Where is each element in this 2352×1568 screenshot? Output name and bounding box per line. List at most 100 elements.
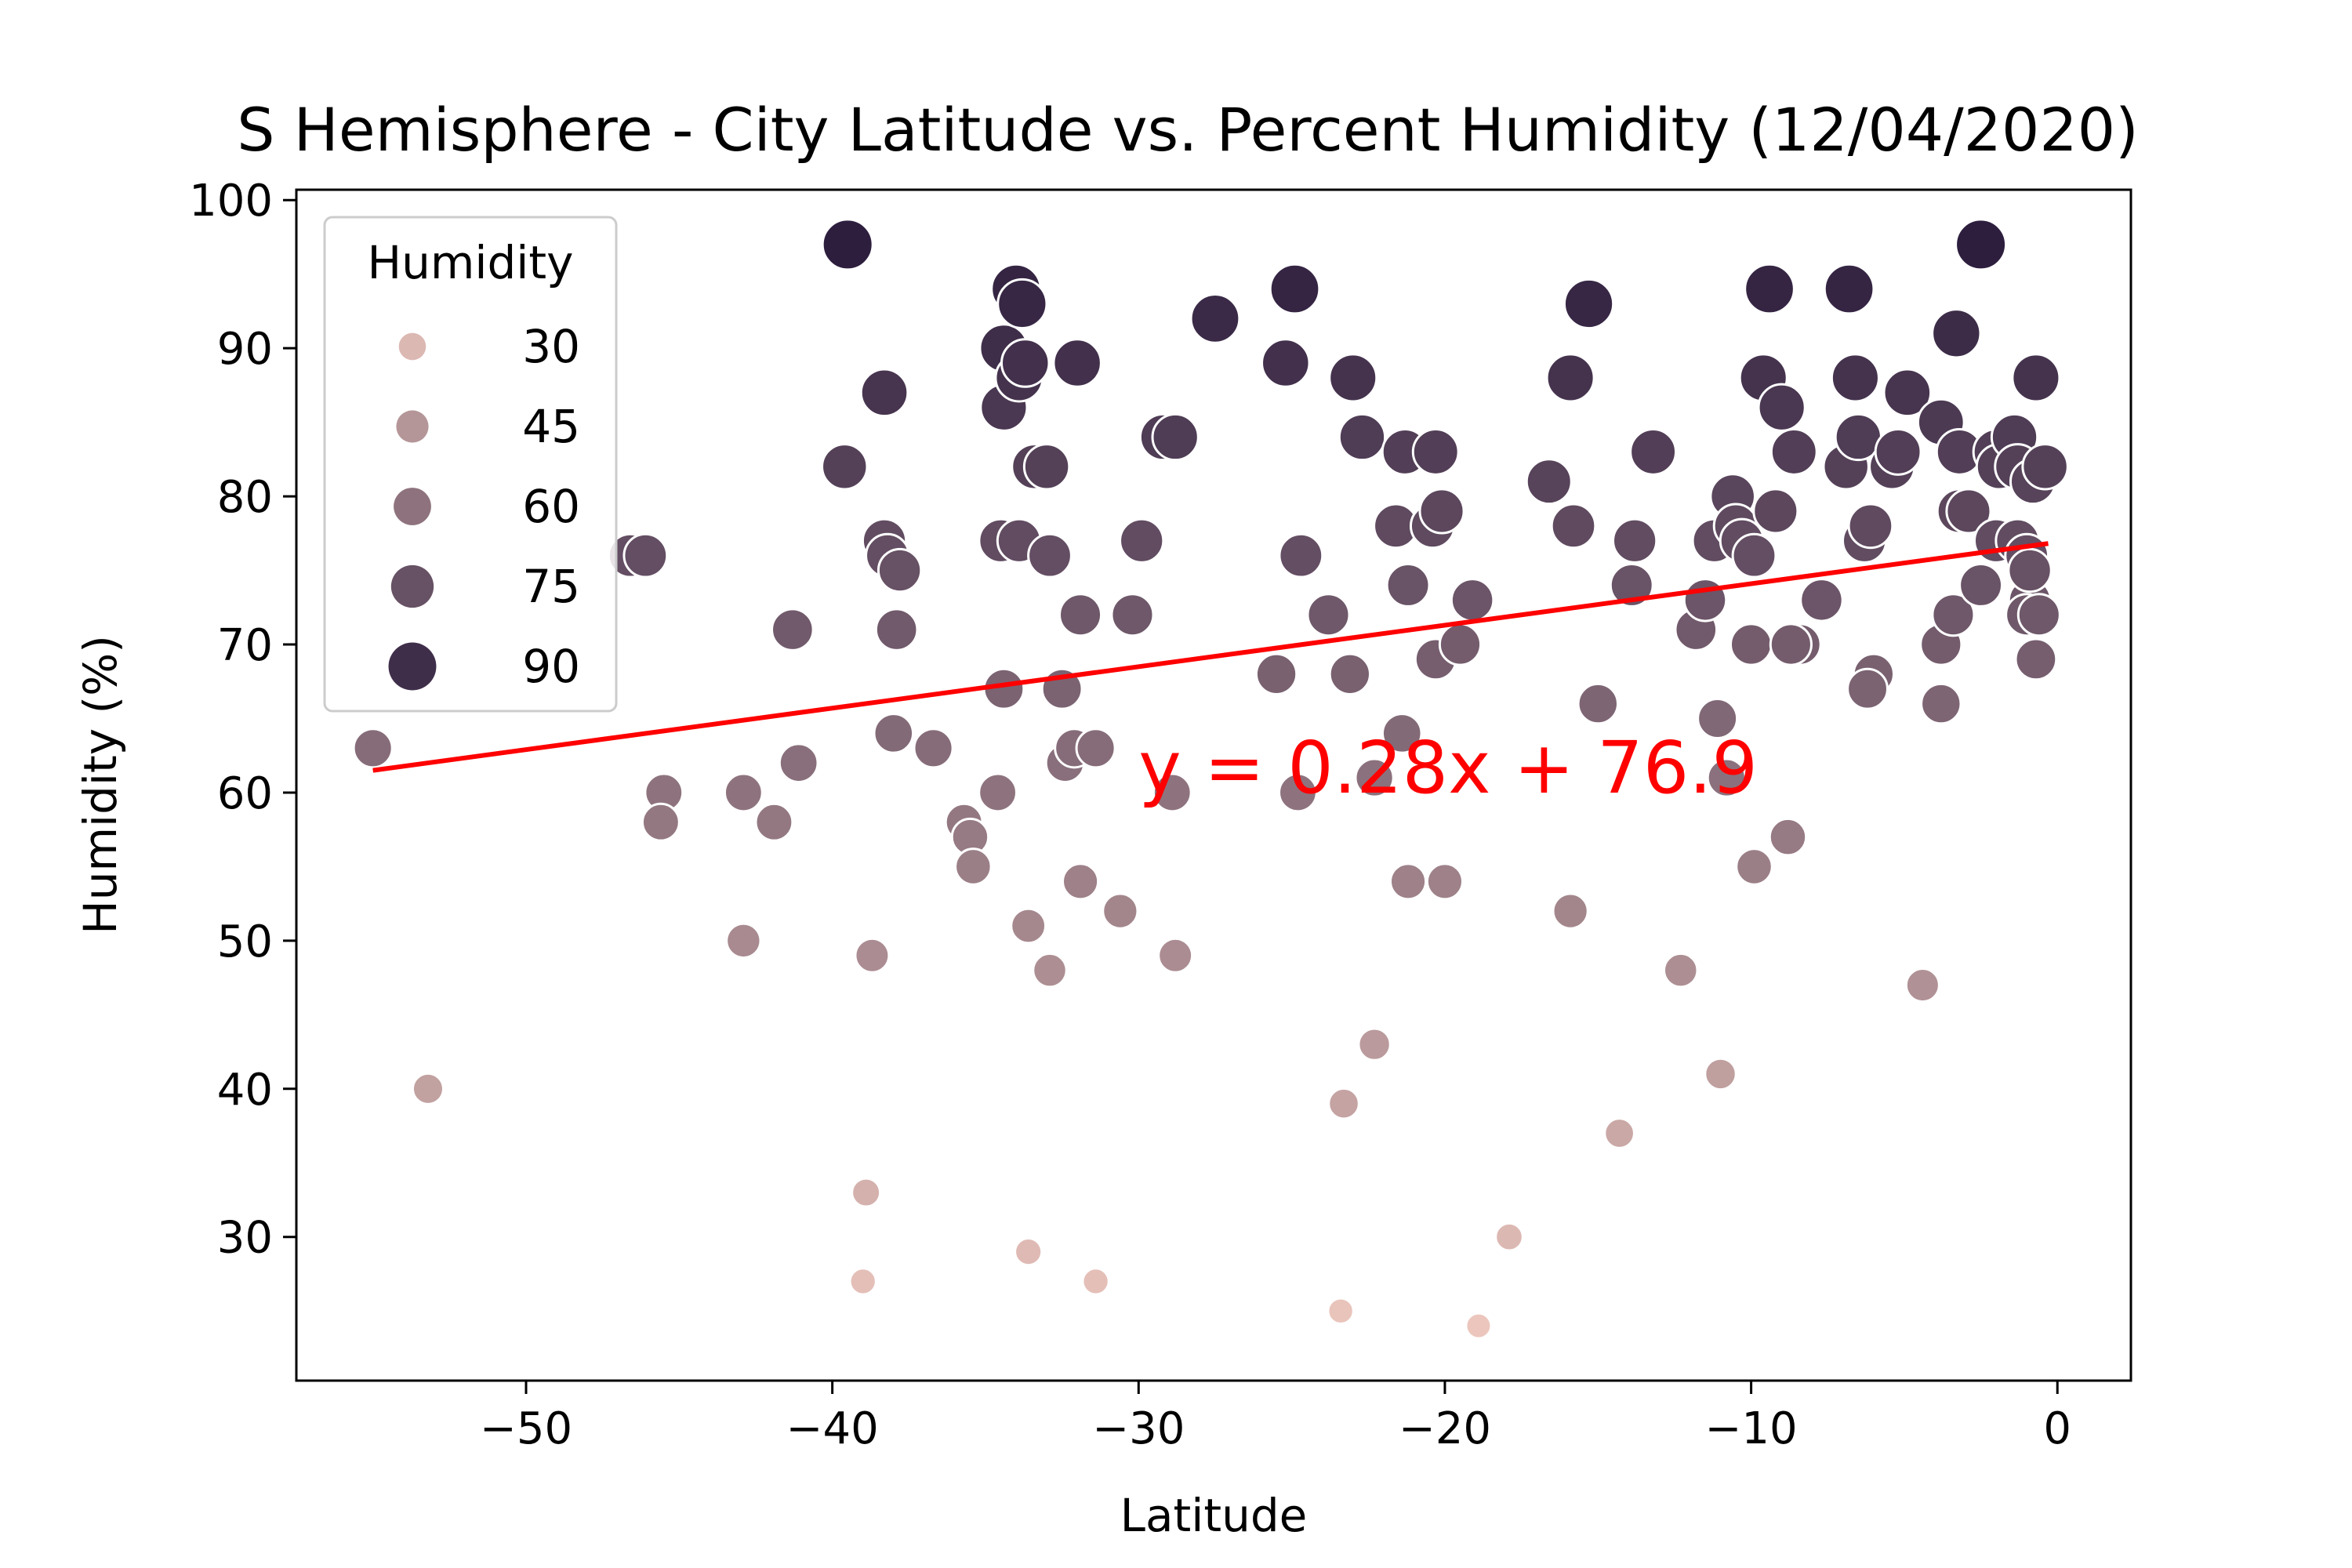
data-point: [1418, 488, 1465, 535]
y-tick-label: 90: [217, 324, 273, 375]
data-point: [771, 608, 815, 652]
chart-title: S Hemisphere - City Latitude vs. Percent…: [237, 95, 2138, 165]
data-point: [1744, 263, 1795, 315]
data-point: [1000, 338, 1051, 388]
data-point: [1525, 458, 1573, 506]
legend-label: 75: [522, 560, 580, 613]
data-point: [1768, 817, 1808, 857]
data-point: [1697, 697, 1739, 739]
data-point: [2021, 443, 2069, 491]
data-point: [1769, 622, 1813, 666]
data-point: [1381, 713, 1423, 754]
x-tick-label: −30: [1092, 1403, 1185, 1454]
legend-marker: [398, 332, 426, 361]
data-point: [851, 1177, 882, 1208]
data-point: [1261, 338, 1311, 388]
data-point: [821, 443, 869, 491]
data-point: [821, 218, 874, 271]
data-point: [1704, 1057, 1737, 1091]
data-point: [1904, 967, 1940, 1004]
data-point: [1027, 532, 1073, 579]
y-axis-label: Humidity (%): [74, 635, 127, 935]
legend-box: [323, 216, 618, 713]
x-tick-label: −10: [1704, 1403, 1797, 1454]
data-point: [1052, 338, 1102, 388]
data-point: [1830, 353, 1880, 403]
data-point: [725, 922, 762, 960]
legend-marker: [388, 642, 437, 691]
data-point: [1847, 503, 1894, 550]
y-tick-label: 30: [217, 1213, 273, 1264]
legend-label: 45: [522, 400, 580, 453]
data-point: [1357, 1027, 1392, 1062]
data-point: [1058, 593, 1103, 637]
data-point: [1152, 772, 1192, 813]
data-point: [1629, 427, 1678, 476]
data-point: [1157, 937, 1194, 974]
data-point: [1662, 952, 1699, 989]
regression-line: [372, 541, 2049, 773]
legend-label: 90: [522, 640, 580, 693]
data-point: [1081, 1267, 1110, 1296]
data-point: [1022, 443, 1071, 491]
data-point: [1874, 427, 1922, 476]
data-point: [996, 278, 1048, 330]
data-point: [411, 1072, 445, 1105]
data-point: [641, 802, 681, 842]
data-point: [1306, 593, 1351, 637]
data-point: [913, 728, 954, 769]
data-point: [2011, 353, 2061, 403]
data-point: [1550, 503, 1597, 550]
data-point: [1102, 892, 1139, 930]
data-point: [1014, 1237, 1044, 1267]
data-point: [1757, 383, 1806, 432]
data-point: [1061, 862, 1100, 901]
legend-entries: 30 45 60 75 90: [388, 320, 580, 693]
legend-label: 60: [522, 480, 580, 533]
data-point: [754, 802, 794, 842]
data-point: [1931, 308, 1982, 359]
data-point: [848, 1267, 877, 1296]
data-point: [1735, 848, 1773, 886]
plot-area-frame: [295, 188, 2132, 1382]
data-point: [1945, 488, 1992, 535]
data-point: [1494, 1221, 1524, 1252]
y-tick-label: 50: [217, 916, 273, 967]
regression-layer: [372, 541, 2049, 773]
y-tick-label: 70: [217, 620, 273, 671]
data-point: [1931, 593, 1976, 637]
y-tick-label: 100: [189, 176, 273, 227]
data-point: [1110, 593, 1155, 637]
data-point: [1752, 488, 1799, 535]
x-tick-label: −40: [786, 1403, 879, 1454]
data-point: [1075, 728, 1116, 769]
data-point: [978, 772, 1018, 813]
data-point: [2016, 593, 2061, 637]
data-point: [1603, 1117, 1635, 1149]
y-tick-label: 40: [217, 1065, 273, 1116]
data-point: [1327, 1087, 1360, 1120]
data-point: [1731, 532, 1777, 579]
data-point: [1385, 562, 1431, 608]
data-point: [1388, 862, 1428, 901]
data-point: [873, 713, 915, 754]
data-point: [1278, 532, 1324, 579]
data-point: [778, 742, 819, 783]
legend: Humidity 30 45 60 75 90: [323, 216, 618, 713]
data-point: [854, 937, 891, 974]
ticks-layer: −50 −40 −30 −20 −10 0 30 40 50 60 70 80 90 100: [189, 176, 2071, 1454]
x-tick-label: −20: [1399, 1403, 1491, 1454]
data-point: [1823, 263, 1875, 315]
data-point: [1882, 368, 1933, 418]
legend-label: 30: [522, 320, 580, 373]
y-tick-label: 80: [217, 472, 273, 523]
legend-title: Humidity: [368, 236, 574, 289]
data-point: [2014, 637, 2058, 681]
data-point: [622, 532, 669, 579]
x-tick-label: −50: [480, 1403, 572, 1454]
data-point: [1010, 907, 1047, 945]
data-point: [1278, 772, 1318, 813]
data-point: [1438, 622, 1483, 666]
x-tick-label: 0: [2043, 1403, 2071, 1454]
